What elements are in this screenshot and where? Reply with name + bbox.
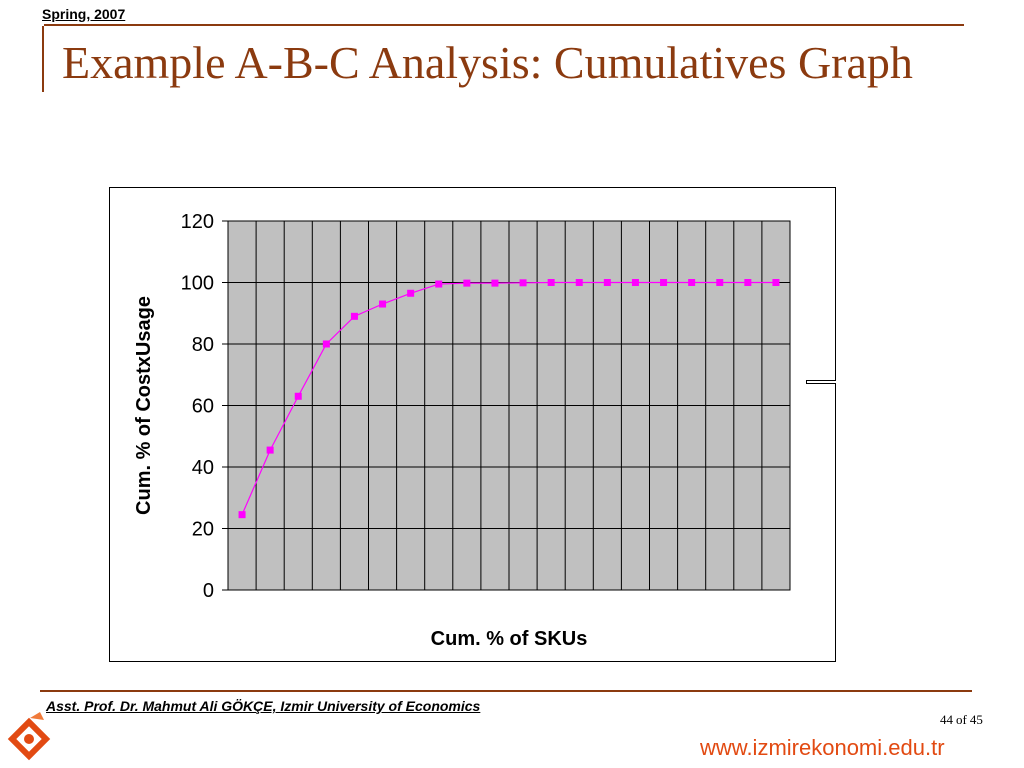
- izmir-university-logo-icon: [7, 712, 51, 761]
- left-rule: [42, 26, 44, 92]
- bottom-rule: [40, 690, 972, 692]
- data-point: [631, 279, 639, 286]
- data-point: [407, 289, 415, 297]
- data-point: [519, 279, 527, 287]
- y-tick-label: 0: [203, 580, 214, 602]
- cumulatives-chart: 0 20 40 60 80 100 120 Cum. % of SKUs Cum. % of C…: [133, 211, 791, 650]
- chart-frame: 0 20 40 60 80 100 120 Cum. % of SKUs Cum. % of C…: [109, 187, 836, 662]
- x-axis-label: Cum. % of SKUs: [431, 628, 588, 650]
- y-tick-label: 120: [181, 211, 214, 233]
- y-tick-label: 40: [192, 457, 214, 479]
- footer-author: Asst. Prof. Dr. Mahmut Ali GÖKÇE, Izmir …: [46, 698, 481, 714]
- y-tick-label: 60: [192, 396, 214, 418]
- data-point: [547, 279, 555, 286]
- page-separator: of: [956, 712, 967, 727]
- data-point: [294, 392, 302, 400]
- data-point: [716, 279, 724, 286]
- data-point: [744, 279, 752, 286]
- data-point: [660, 279, 668, 286]
- top-rule: [44, 24, 964, 26]
- data-point: [435, 280, 443, 288]
- page-total: 45: [969, 712, 983, 727]
- side-mark: [806, 380, 836, 384]
- y-tick-label: 100: [181, 273, 214, 295]
- data-point: [463, 279, 471, 287]
- data-point: [266, 446, 274, 454]
- data-point: [322, 340, 330, 348]
- data-point: [575, 279, 583, 286]
- data-point: [379, 300, 387, 308]
- website-link[interactable]: www.izmirekonomi.edu.tr: [700, 735, 945, 760]
- data-point: [238, 511, 246, 519]
- page-current: 44: [940, 712, 953, 727]
- data-point: [603, 279, 611, 286]
- series-line: [241, 281, 776, 515]
- data-point: [350, 312, 358, 320]
- y-tick-label: 80: [192, 334, 214, 356]
- header-label: Spring, 2007: [42, 6, 126, 22]
- page-number: 44 of 45: [940, 712, 986, 728]
- data-point: [772, 279, 780, 286]
- y-tick-label: 20: [192, 519, 214, 541]
- data-point: [688, 279, 696, 286]
- y-axis-label: Cum. % of CostxUsage: [133, 296, 155, 515]
- slide-title: Example A-B-C Analysis: Cumulatives Grap…: [62, 37, 913, 88]
- data-point: [491, 279, 499, 287]
